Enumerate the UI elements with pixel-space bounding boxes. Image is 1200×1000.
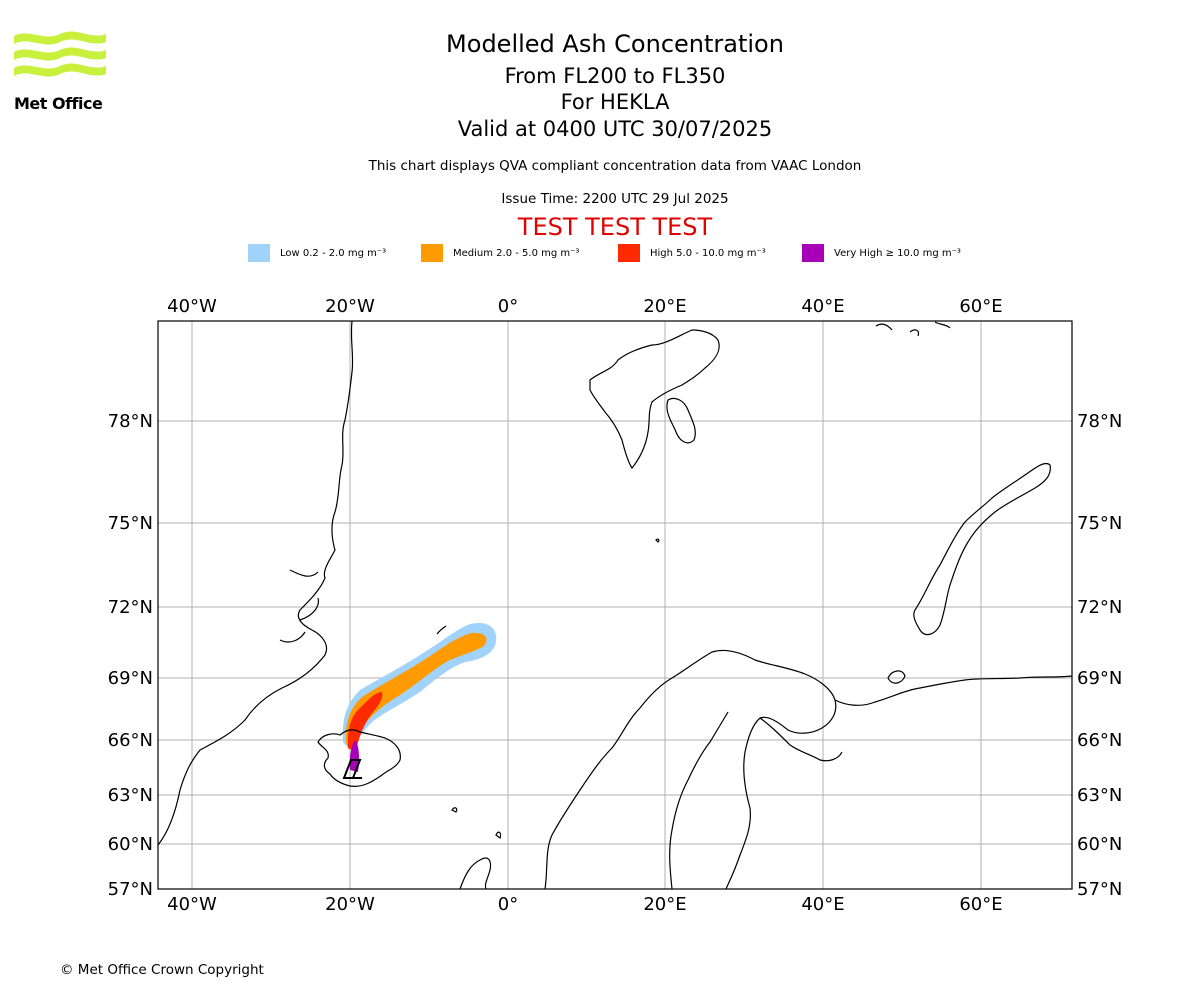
lon-tick-top-20e: 20°E	[643, 296, 686, 317]
lat-tick-right-69n: 69°N	[1077, 668, 1122, 689]
lat-tick-left-75n: 75°N	[108, 513, 153, 534]
lon-tick-top-20w: 20°W	[325, 296, 375, 317]
lon-tick-top-0: 0°	[498, 296, 518, 317]
ash-plume	[342, 622, 497, 772]
coastline-scandinavia	[544, 649, 837, 889]
valid-time: Valid at 0400 UTC 30/07/2025	[457, 117, 773, 141]
lat-tick-left-60n: 60°N	[108, 834, 153, 855]
coastline-svalbard	[589, 329, 720, 470]
test-banner: TEST TEST TEST	[517, 213, 713, 241]
coastlines	[158, 321, 1072, 889]
lat-tick-right-78n: 78°N	[1077, 411, 1122, 432]
coastline-kanin	[887, 670, 906, 684]
graticule	[158, 321, 1072, 889]
lon-tick-top-40e: 40°E	[801, 296, 844, 317]
lat-tick-left-57n: 57°N	[108, 879, 153, 900]
coastline-scotland	[459, 857, 492, 889]
lat-tick-left-69n: 69°N	[108, 668, 153, 689]
legend-swatch-low	[248, 244, 270, 262]
lon-tick-top-60e: 60°E	[959, 296, 1002, 317]
lat-tick-right-75n: 75°N	[1077, 513, 1122, 534]
coastline-svalbard-east	[666, 397, 696, 444]
lon-tick-bottom-20e: 20°E	[643, 894, 686, 915]
copyright-notice: © Met Office Crown Copyright	[60, 962, 264, 978]
legend-label-medium: Medium 2.0 - 5.0 mg m⁻³	[453, 247, 580, 259]
coastline-bear-island	[655, 538, 660, 543]
lat-tick-left-78n: 78°N	[108, 411, 153, 432]
lon-ticks-top: 40°W 20°W 0° 20°E 40°E 60°E	[167, 296, 1002, 317]
lon-ticks-bottom: 40°W 20°W 0° 20°E 40°E 60°E	[167, 894, 1002, 915]
lat-tick-right-66n: 66°N	[1077, 730, 1122, 751]
lon-tick-bottom-20w: 20°W	[325, 894, 375, 915]
lat-tick-right-72n: 72°N	[1077, 597, 1122, 618]
ash-high-area	[347, 692, 383, 752]
lat-tick-right-57n: 57°N	[1077, 879, 1122, 900]
lat-tick-left-63n: 63°N	[108, 785, 153, 806]
volcano-marker	[342, 759, 362, 779]
chart-title: Modelled Ash Concentration	[446, 30, 784, 58]
volcano-name: For HEKLA	[560, 90, 670, 114]
lon-tick-bottom-0: 0°	[498, 894, 518, 915]
lon-tick-bottom-40e: 40°E	[801, 894, 844, 915]
coastline-faroes	[451, 807, 458, 813]
lon-tick-bottom-60e: 60°E	[959, 894, 1002, 915]
legend-label-very-high: Very High ≥ 10.0 mg m⁻³	[834, 247, 961, 259]
coastline-russia-north	[834, 675, 1072, 706]
ash-medium-area	[345, 632, 487, 750]
lat-ticks-right: 78°N 75°N 72°N 69°N 66°N 63°N 60°N 57°N	[1077, 411, 1122, 900]
lon-tick-top-40w: 40°W	[167, 296, 217, 317]
legend-item-very-high: Very High ≥ 10.0 mg m⁻³	[802, 244, 961, 262]
legend-label-high: High 5.0 - 10.0 mg m⁻³	[650, 247, 766, 259]
met-office-wave-icon	[14, 31, 106, 77]
coastline-franz-josef	[875, 321, 951, 337]
chart-description: This chart displays QVA compliant concen…	[368, 158, 862, 174]
coastline-jan-mayen	[436, 625, 447, 635]
coastline-greenland-fjords	[279, 569, 320, 643]
ash-very-high-area	[349, 740, 359, 772]
legend-swatch-very-high	[802, 244, 824, 262]
lat-tick-right-63n: 63°N	[1077, 785, 1122, 806]
map-frame	[157, 320, 1073, 890]
logo-text: Met Office	[14, 94, 103, 113]
legend-label-low: Low 0.2 - 2.0 mg m⁻³	[280, 247, 387, 259]
coastline-shetland	[495, 831, 502, 839]
coastline-bothnia	[669, 711, 729, 889]
legend-item-low: Low 0.2 - 2.0 mg m⁻³	[248, 244, 386, 262]
coastline-greenland-east	[158, 321, 354, 846]
legend-swatch-high	[618, 244, 640, 262]
coastline-white-sea	[759, 717, 843, 762]
coastline-novaya-zemlya	[913, 462, 1051, 636]
lat-ticks-left: 78°N 75°N 72°N 69°N 66°N 63°N 60°N 57°N	[108, 411, 153, 900]
flight-level-range: From FL200 to FL350	[504, 64, 726, 88]
lon-tick-bottom-40w: 40°W	[167, 894, 217, 915]
legend-item-high: High 5.0 - 10.0 mg m⁻³	[618, 244, 766, 262]
lat-tick-right-60n: 60°N	[1077, 834, 1122, 855]
lat-tick-left-66n: 66°N	[108, 730, 153, 751]
legend-swatch-medium	[421, 244, 443, 262]
coastline-iceland	[317, 729, 401, 787]
lat-tick-left-72n: 72°N	[108, 597, 153, 618]
issue-time: Issue Time: 2200 UTC 29 Jul 2025	[501, 191, 729, 207]
met-office-logo: Met Office	[14, 30, 106, 113]
legend-item-medium: Medium 2.0 - 5.0 mg m⁻³	[421, 244, 579, 262]
